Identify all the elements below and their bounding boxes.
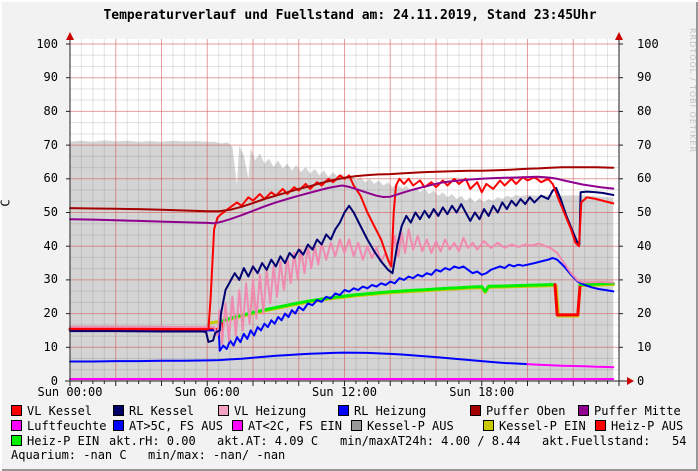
legend-item: Heiz-P EIN: [11, 435, 99, 447]
y-axis-unit-label: C: [0, 199, 13, 207]
legend-item: Kessel-P EIN: [483, 420, 586, 432]
legend-swatch: [483, 420, 494, 431]
legend-stat-text: min/maxAT24h: 4.00 / 8.44: [340, 434, 521, 448]
series-puffer-oben: [69, 166, 615, 213]
y-tick-label-left: 60: [43, 171, 58, 186]
x-tick-label: Sun 00:00: [37, 385, 103, 399]
legend-swatch: [232, 420, 243, 431]
y-tick-label-left: 30: [43, 272, 58, 287]
series-rl-kessel: [69, 186, 615, 343]
legend-item: VL Heizung: [218, 405, 306, 417]
legend-label: VL Kessel: [27, 404, 93, 418]
legend-label: Heiz-P AUS: [611, 419, 684, 433]
legend-swatch: [11, 420, 22, 431]
series-puffer-mitte: [69, 175, 615, 225]
series-heiz-p-aus: [553, 283, 582, 317]
series-vl-heizung: [69, 228, 615, 345]
y-tick-label-right: 0: [637, 373, 645, 388]
legend-swatch: [338, 405, 349, 416]
legend-item: Kessel-P AUS: [351, 420, 454, 432]
legend-stat-text: akt.Fuellstand: 54: [542, 434, 687, 448]
legend-stat-text: akt.rH: 0.00: [109, 434, 196, 448]
legend-item: Puffer Mitte: [578, 405, 681, 417]
legend-swatch: [113, 420, 124, 431]
legend-swatch: [113, 405, 124, 416]
legend-stat-text: Aquarium: -nan C: [11, 448, 127, 462]
legend-label: AT<2C, FS EIN: [248, 419, 342, 433]
y-tick-label-left: 100: [36, 36, 58, 51]
legend-label: Kessel-P EIN: [499, 419, 586, 433]
chart-title: Temperaturverlauf und Fuellstand am: 24.…: [103, 8, 597, 23]
legend-swatch: [470, 405, 481, 416]
legend-item: AT<2C, FS EIN: [232, 420, 342, 432]
legend-swatch: [218, 405, 229, 416]
y-tick-label-right: 10: [637, 339, 652, 354]
x-axis-arrow: [627, 377, 634, 385]
series-rl-heizung: [69, 257, 615, 352]
legend-label: RL Heizung: [354, 404, 427, 418]
legend-label: Puffer Oben: [486, 404, 566, 418]
area-fuellstand: [70, 140, 614, 381]
legend-swatch: [595, 420, 606, 431]
legend-label: VL Heizung: [234, 404, 307, 418]
y-tick-label-left: 90: [43, 70, 58, 85]
legend-item: Heiz-P AUS: [595, 420, 683, 432]
legend-stat-text: akt.AT: 4.09 C: [217, 434, 319, 448]
legend-label: Puffer Mitte: [594, 404, 681, 418]
legend-item: Puffer Oben: [470, 405, 565, 417]
legend-item: RL Heizung: [338, 405, 426, 417]
x-tick-label: Sun 12:00: [311, 385, 378, 399]
legend-swatch: [578, 405, 589, 416]
series-vl-kessel: [69, 174, 615, 331]
legend-item: Luftfeuchte: [11, 420, 106, 432]
y-tick-label-left: 80: [43, 103, 58, 118]
legend-item: AT>5C, FS AUS: [113, 420, 223, 432]
y-tick-label-right: 100: [637, 36, 659, 51]
y-tick-label-left: 10: [43, 339, 58, 354]
y-tick-label-left: 50: [43, 205, 58, 219]
series-heiz-p-ein: [220, 283, 557, 323]
legend-label: Heiz-P EIN: [27, 434, 100, 448]
legend-stat-text: min/max: -nan/ -nan: [148, 448, 286, 462]
series-at-2c-fs-ein: [526, 363, 615, 369]
legend-label: Luftfeuchte: [27, 419, 107, 433]
y-tick-label-left: 20: [43, 306, 58, 321]
legend-label: RL Kessel: [129, 404, 195, 418]
legend-item: VL Kessel: [11, 405, 92, 417]
rrdtool-watermark: RRDTOOL / TOBI OETIKER: [688, 28, 697, 154]
y-tick-label-right: 50: [637, 205, 652, 219]
legend-item: RL Kessel: [113, 405, 194, 417]
y-tick-label-right: 40: [637, 238, 652, 253]
y-tick-label-right: 70: [637, 137, 652, 152]
y-tick-label-left: 40: [43, 238, 58, 253]
legend-swatch: [11, 435, 22, 446]
x-tick-label: Sun 18:00: [449, 385, 515, 399]
legend-swatch: [351, 420, 362, 431]
series-at-5c-fs-aus: [69, 351, 529, 366]
y-axis-arrow-right: [615, 32, 623, 40]
x-tick-label: Sun 06:00: [174, 385, 240, 399]
y-tick-label-left: 0: [50, 373, 58, 388]
legend-label: Kessel-P AUS: [367, 419, 454, 433]
y-axis-arrow-left: [66, 32, 74, 40]
y-tick-label-left: 70: [43, 137, 58, 152]
y-tick-label-right: 30: [637, 272, 652, 287]
y-tick-label-right: 20: [637, 306, 652, 321]
y-tick-label-right: 80: [637, 103, 652, 118]
y-tick-label-right: 90: [637, 70, 652, 85]
legend-label: AT>5C, FS AUS: [129, 419, 223, 433]
legend-swatch: [11, 405, 22, 416]
y-tick-label-right: 60: [637, 171, 652, 186]
